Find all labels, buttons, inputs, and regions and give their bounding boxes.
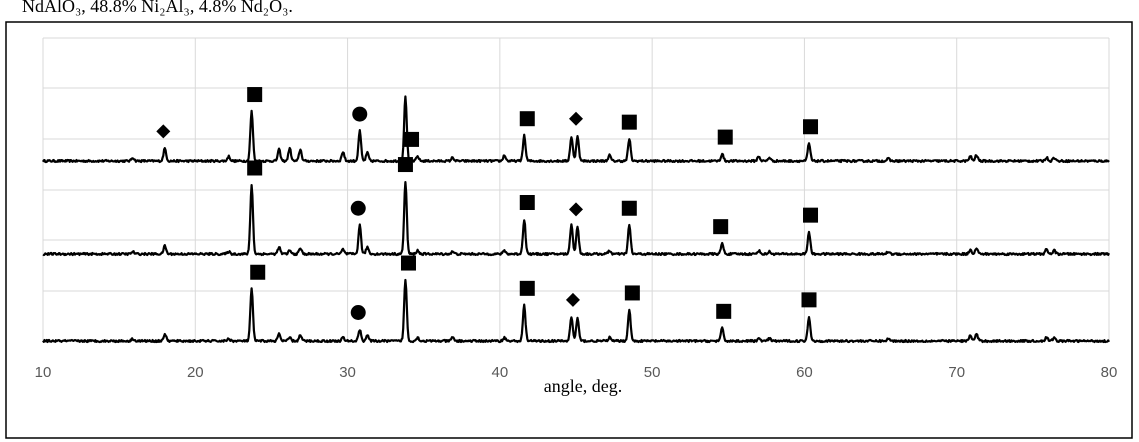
peak-marker-square: [519, 195, 535, 210]
peak-marker-square: [519, 111, 535, 127]
peak-marker-circle: [350, 305, 366, 320]
peak-marker-square: [801, 292, 817, 308]
peak-marker-square: [404, 131, 420, 147]
peak-marker-circle: [352, 106, 368, 122]
figure-caption: NdAlO₃, 48.8% Ni₂Al₃, 4.8% Nd₂O₃.: [22, 0, 293, 16]
peak-marker-circle: [350, 200, 366, 216]
peak-marker-square: [624, 285, 640, 301]
diffraction-trace: [42, 95, 1110, 164]
peak-marker-square: [716, 303, 732, 319]
figure-border: [5, 21, 1133, 439]
peak-marker-square: [519, 280, 535, 296]
peak-marker-diamond: [569, 202, 583, 217]
x-axis-label: angle, deg.: [544, 376, 622, 396]
x-tick-label: 20: [187, 364, 204, 381]
peak-marker-square: [400, 255, 416, 271]
peak-marker-diamond: [565, 292, 580, 307]
x-tick-label: 70: [948, 364, 965, 381]
peak-marker-square: [621, 114, 637, 130]
peak-marker-diamond: [569, 111, 583, 126]
x-tick-label: 30: [339, 364, 356, 381]
peak-marker-diamond: [156, 124, 171, 139]
x-tick-label: 40: [492, 364, 509, 381]
x-tick-label: 50: [644, 364, 661, 381]
peak-marker-square: [717, 129, 733, 145]
plot-area: [42, 37, 1110, 344]
x-tick-label: 10: [35, 364, 52, 381]
peak-marker-square: [247, 87, 263, 103]
x-tick-label: 60: [796, 364, 813, 381]
peak-marker-square: [713, 219, 729, 235]
peak-marker-square: [247, 160, 263, 176]
diffraction-trace: [42, 181, 1110, 257]
peak-marker-square: [803, 207, 819, 223]
peak-marker-square: [397, 157, 413, 173]
x-tick-labels: 10 20 30 40 50 60 70 80: [35, 364, 1118, 381]
diffraction-trace: [42, 278, 1110, 344]
peak-marker-square: [250, 264, 266, 280]
x-tick-label: 80: [1101, 364, 1118, 381]
peak-marker-square: [803, 119, 819, 135]
peak-marker-square: [621, 200, 637, 216]
